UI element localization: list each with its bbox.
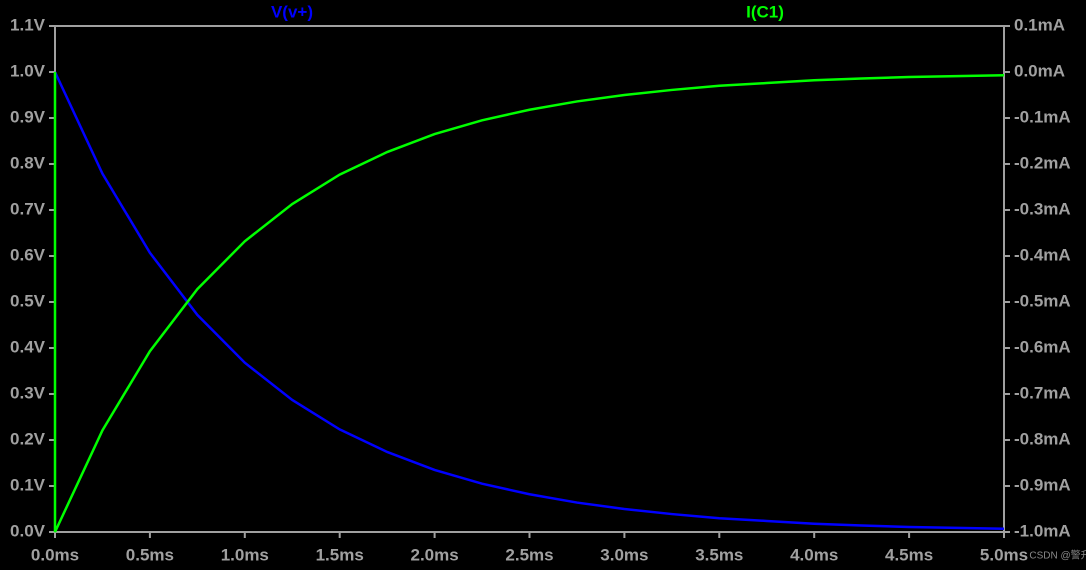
y2-tick-label: -0.4mA [1014,245,1071,264]
y-tick-label: 1.1V [10,15,46,34]
series-line [53,71,1005,531]
y-tick-label: 0.1V [10,475,46,494]
x-tick-label: 0.0ms [31,545,79,564]
y-tick-label: 0.7V [10,199,46,218]
y2-tick-label: -0.7mA [1014,383,1071,402]
y2-tick-label: -0.6mA [1014,337,1071,356]
x-tick-label: 4.0ms [790,545,838,564]
y2-tick-label: -1.0mA [1014,521,1071,540]
y2-tick-label: -0.5mA [1014,291,1071,310]
y2-tick-label: 0.1mA [1014,15,1065,34]
y2-tick-label: 0.0mA [1014,61,1065,80]
x-tick-label: 3.0ms [600,545,648,564]
legend-label: V(v+) [271,2,313,21]
y2-tick-label: -0.8mA [1014,429,1071,448]
watermark: CSDN @警升 [1029,549,1086,562]
y-tick-label: 0.4V [10,337,46,356]
y-tick-label: 0.2V [10,429,46,448]
y-tick-label: 0.3V [10,383,46,402]
x-tick-label: 3.5ms [695,545,743,564]
y-tick-label: 0.9V [10,107,46,126]
x-tick-label: 2.0ms [410,545,458,564]
y2-tick-label: -0.1mA [1014,107,1071,126]
x-tick-label: 1.5ms [316,545,364,564]
x-tick-label: 4.5ms [885,545,933,564]
x-tick-label: 2.5ms [505,545,553,564]
series-line [53,72,1005,533]
legend-label: I(C1) [746,2,784,21]
y2-tick-label: -0.3mA [1014,199,1071,218]
x-tick-label: 5.0ms [980,545,1028,564]
y-tick-label: 1.0V [10,61,46,80]
y2-tick-label: -0.2mA [1014,153,1071,172]
y-tick-label: 0.8V [10,153,46,172]
x-tick-label: 1.0ms [221,545,269,564]
x-tick-label: 0.5ms [126,545,174,564]
y2-tick-label: -0.9mA [1014,475,1071,494]
y-tick-label: 0.5V [10,291,46,310]
y-tick-label: 0.0V [10,521,46,540]
y-tick-label: 0.6V [10,245,46,264]
